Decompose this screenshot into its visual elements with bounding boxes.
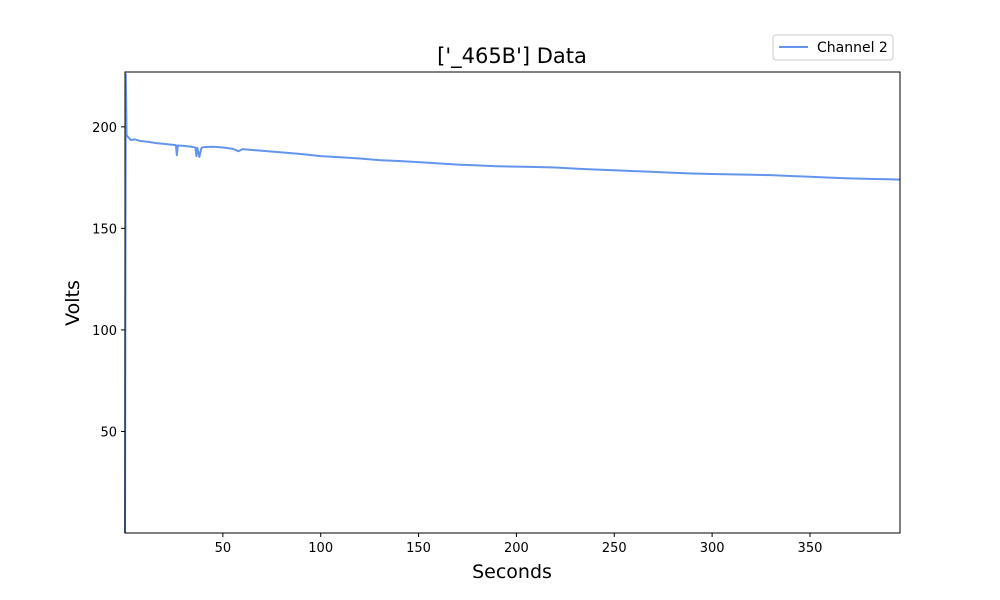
- x-tick-label: 300: [700, 541, 725, 556]
- x-tick-label: 150: [406, 541, 431, 556]
- y-axis: 50 100 150 200: [92, 121, 125, 440]
- y-tick-label: 100: [92, 324, 117, 339]
- x-tick-label: 350: [798, 541, 823, 556]
- x-tick-label: 100: [308, 541, 333, 556]
- legend-label-channel-2: Channel 2: [817, 40, 888, 56]
- x-axis: 50 100 150 200 250 300 350: [215, 533, 823, 556]
- y-tick-label: 50: [100, 425, 117, 440]
- x-tick-label: 50: [215, 541, 232, 556]
- x-tick-label: 200: [504, 541, 529, 556]
- plot-area: [124, 71, 901, 534]
- plot-frame: [124, 71, 901, 534]
- legend: Channel 2: [772, 34, 894, 61]
- x-tick-label: 250: [602, 541, 627, 556]
- x-axis-title: Seconds: [472, 561, 552, 583]
- series-line-channel-2: [124, 73, 901, 534]
- y-tick-label: 200: [92, 121, 117, 136]
- legend-box: [772, 34, 894, 61]
- y-axis-title: Volts: [62, 280, 84, 326]
- y-tick-label: 150: [92, 222, 117, 237]
- chart-title: ['_465B'] Data: [437, 44, 587, 69]
